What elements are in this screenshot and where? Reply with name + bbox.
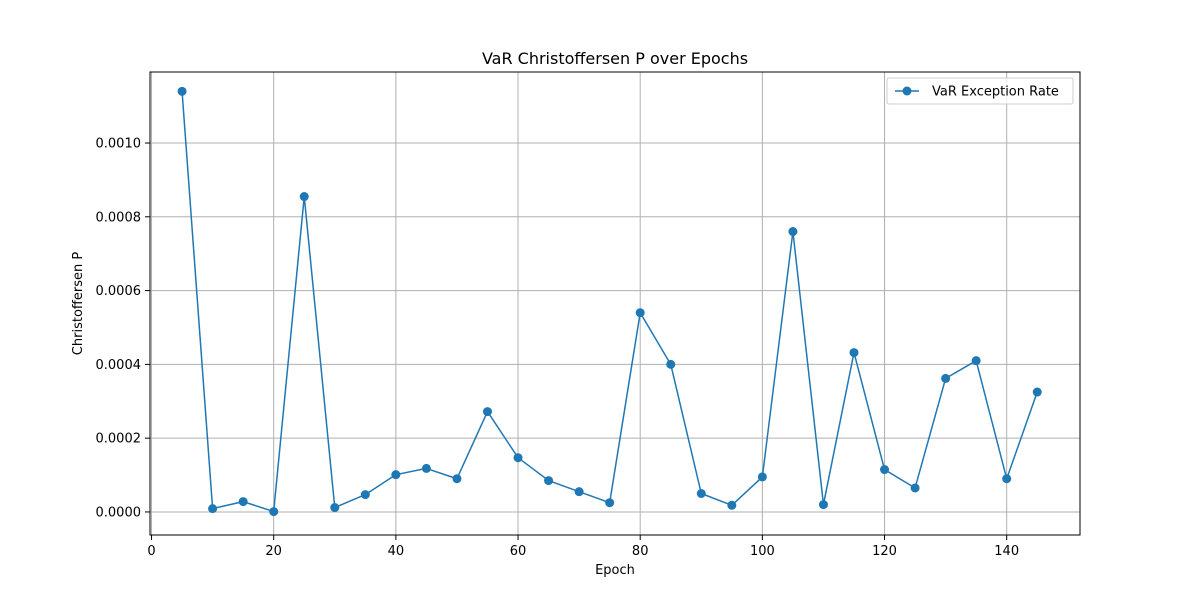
y-tick-label: 0.0006 [96,284,142,299]
data-point [269,507,279,517]
x-tick-label: 120 [872,544,897,559]
data-point [1002,474,1012,484]
data-point [757,472,767,482]
data-point [635,308,645,318]
y-axis-ticks: 0.0000 0.0002 0.0004 0.0006 0.0008 0.0010 [96,137,150,520]
data-point [818,500,828,510]
y-tick-label: 0.0002 [96,432,142,447]
legend: VaR Exception Rate [886,77,1074,105]
data-point [391,470,401,480]
y-tick-label: 0.0010 [96,137,142,152]
x-tick-label: 80 [632,544,649,559]
x-tick-label: 40 [388,544,405,559]
data-point [910,483,920,493]
data-point [360,490,370,500]
data-point [482,407,492,417]
grid-lines [150,72,1080,535]
data-point [299,192,309,202]
x-axis-ticks: 0 20 40 60 80 100 120 140 [147,535,1019,559]
x-tick-label: 20 [265,544,282,559]
legend-label: VaR Exception Rate [932,85,1059,100]
data-point [727,500,737,510]
chart-title: VaR Christoffersen P over Epochs [482,49,748,68]
y-tick-label: 0.0004 [96,358,142,373]
data-point [696,488,706,498]
data-point [421,463,431,473]
data-point [574,487,584,497]
x-tick-label: 60 [510,544,527,559]
data-point [208,504,218,514]
data-point [666,359,676,369]
y-tick-label: 0.0000 [96,505,142,520]
y-axis-label: Christoffersen P [71,252,86,356]
data-point [788,227,798,237]
data-point [238,497,248,507]
series-layer [177,86,1042,517]
data-point [1032,387,1042,397]
data-point [513,453,523,463]
data-point [971,356,981,366]
y-tick-label: 0.0008 [96,210,142,225]
data-point [544,476,554,486]
plot-area-frame [149,71,1081,536]
x-axis-label: Epoch [595,563,635,578]
data-point [330,503,340,513]
x-tick-label: 0 [147,544,155,559]
legend-marker-swatch [902,86,912,96]
x-tick-label: 140 [994,544,1019,559]
data-point [941,373,951,383]
data-point [849,348,859,358]
x-tick-label: 100 [750,544,775,559]
data-point [605,498,615,508]
legend-box [886,77,1074,105]
data-point [177,86,187,96]
data-point [880,465,890,475]
data-point [452,474,462,484]
